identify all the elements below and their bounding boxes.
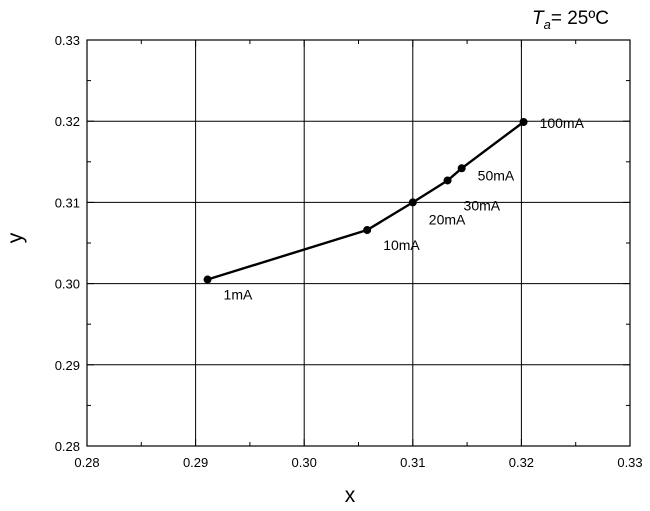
x-tick-label: 0.31	[400, 455, 425, 470]
grid-lines	[87, 40, 630, 446]
point-label: 1mA	[224, 287, 253, 303]
point-label: 20mA	[429, 211, 466, 227]
x-tick-label: 0.32	[509, 455, 534, 470]
x-tick-label: 0.29	[183, 455, 208, 470]
point-label: 10mA	[383, 237, 420, 253]
plot-frame	[86, 39, 631, 447]
y-tick-label: 0.32	[55, 114, 80, 129]
point-label: 50mA	[478, 167, 515, 183]
annotation-value: = 25ºC	[551, 8, 609, 29]
x-axis-title: x	[345, 484, 356, 507]
point-label: 30mA	[464, 197, 501, 213]
temperature-annotation: Ta= 25ºC	[532, 8, 609, 32]
y-tick-label: 0.30	[55, 277, 80, 292]
annotation-sub: a	[544, 17, 551, 32]
series-line	[207, 121, 525, 281]
y-tick-label: 0.29	[55, 358, 80, 373]
point-label: 100mA	[540, 115, 585, 131]
data-point	[363, 226, 372, 235]
y-tick-labels: 0.28 0.29 0.30 0.31 0.32 0.33	[55, 33, 80, 454]
annotation-var: T	[532, 8, 545, 29]
y-tick-label: 0.28	[55, 439, 80, 454]
data-points	[203, 118, 528, 284]
y-tick-label: 0.31	[55, 195, 80, 210]
axis-ticks	[86, 39, 631, 447]
data-point	[443, 176, 452, 185]
y-axis-title: y	[4, 232, 27, 243]
x-tick-label: 0.28	[74, 455, 99, 470]
x-tick-labels: 0.28 0.29 0.30 0.31 0.32 0.33	[74, 455, 642, 470]
y-tick-label: 0.33	[55, 33, 80, 48]
data-point	[457, 164, 466, 173]
x-tick-label: 0.30	[292, 455, 317, 470]
data-point	[203, 275, 212, 284]
data-point	[408, 198, 417, 207]
data-point	[519, 118, 528, 127]
x-tick-label: 0.33	[617, 455, 642, 470]
